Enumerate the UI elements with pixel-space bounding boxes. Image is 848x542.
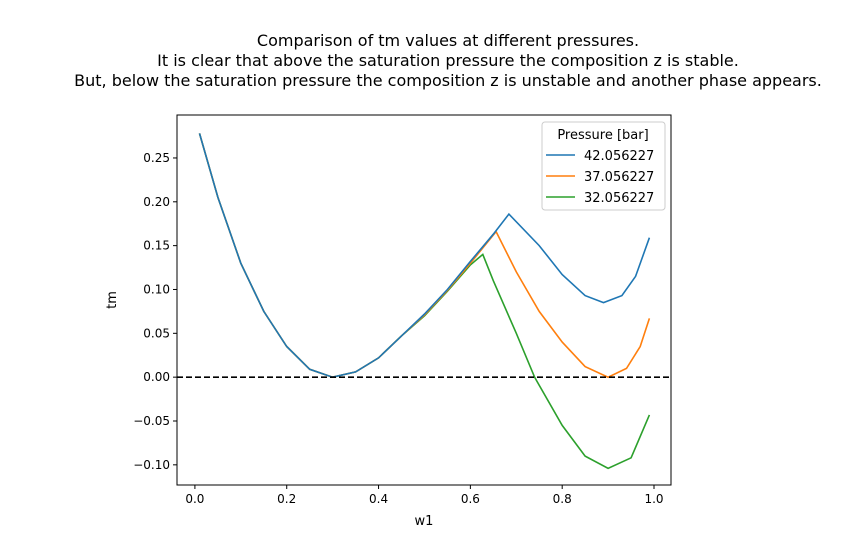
x-tick-label: 0.6 — [461, 492, 480, 506]
x-tick-label: 1.0 — [644, 492, 663, 506]
y-tick-label: 0.20 — [143, 195, 170, 209]
legend-entry: 37.056227 — [584, 170, 654, 185]
y-tick-label: 0.15 — [143, 239, 170, 253]
y-tick-label: −0.10 — [133, 458, 170, 472]
x-tick-label: 0.2 — [277, 492, 296, 506]
title-line-2: It is clear that above the saturation pr… — [157, 51, 739, 70]
legend-box — [541, 121, 666, 211]
legend: Pressure [bar] 42.056227 37.056227 32.0562… — [541, 121, 666, 211]
series-line-42.056227 — [198, 133, 651, 379]
axes-frame — [176, 114, 672, 486]
plot-area — [177, 133, 671, 470]
legend-title: Pressure [bar] — [557, 128, 648, 143]
y-tick-label: 0.10 — [143, 282, 170, 296]
title-line-3: But, below the saturation pressure the c… — [74, 71, 822, 90]
legend-entry: 32.056227 — [584, 191, 654, 206]
y-axis-label: tm — [105, 291, 120, 309]
chart-title: Comparison of tm values at different pre… — [74, 31, 822, 90]
x-tick-label: 0.4 — [369, 492, 388, 506]
x-axis-label: w1 — [415, 514, 434, 529]
x-tick-label: 0.8 — [553, 492, 572, 506]
x-tick-label: 0.0 — [185, 492, 204, 506]
y-tick-label: −0.05 — [133, 414, 170, 428]
y-tick-label: 0.00 — [143, 370, 170, 384]
title-line-1: Comparison of tm values at different pre… — [257, 31, 639, 50]
y-tick-label: 0.25 — [143, 151, 170, 165]
y-tick-label: 0.05 — [143, 326, 170, 340]
legend-entry: 42.056227 — [584, 149, 654, 164]
